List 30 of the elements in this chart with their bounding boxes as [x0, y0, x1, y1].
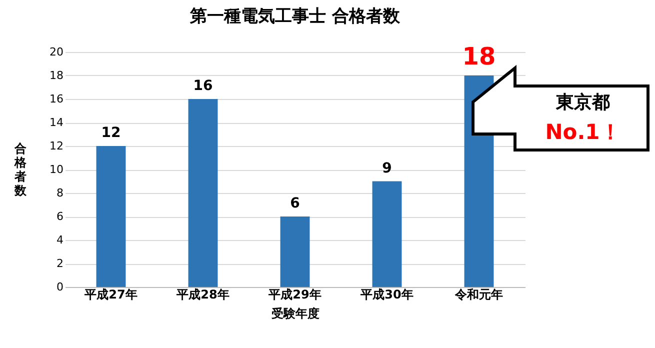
data-label: 9: [382, 160, 392, 176]
bar: [188, 99, 218, 287]
y-tick-label: 6: [56, 210, 64, 223]
data-label: 16: [193, 78, 213, 94]
y-tick-label: 8: [56, 186, 64, 200]
x-tick-label: 平成28年: [176, 288, 230, 302]
y-tick-label: 12: [50, 140, 64, 152]
y-tick-label: 10: [50, 163, 64, 176]
bar: [280, 216, 310, 287]
data-label: 12: [101, 125, 121, 141]
x-axis-title: 受験年度: [270, 306, 320, 320]
x-tick-label: 令和元年: [454, 288, 503, 302]
y-tick-label: 2: [56, 257, 64, 270]
text: 東京都: [554, 91, 611, 114]
bar: [96, 146, 126, 287]
data-label: 6: [290, 196, 300, 212]
x-tick-label: 平成29年: [268, 288, 322, 302]
y-tick-label: 16: [50, 92, 64, 106]
chart-title: 第一種電気工事士 合格者数: [189, 6, 401, 26]
y-tick-label: 14: [50, 116, 64, 129]
text: No.1！: [544, 119, 622, 146]
y-tick-label: 20: [50, 46, 64, 58]
data-label: 18: [462, 42, 496, 70]
y-axis-title: 合格者数: [14, 142, 28, 198]
y-tick-label: 4: [56, 234, 64, 246]
y-tick-label: 0: [56, 280, 64, 294]
x-tick-label: 平成30年: [360, 288, 414, 302]
x-tick-label: 平成27年: [84, 288, 138, 302]
y-tick-label: 18: [50, 69, 64, 82]
bar: [372, 181, 402, 287]
